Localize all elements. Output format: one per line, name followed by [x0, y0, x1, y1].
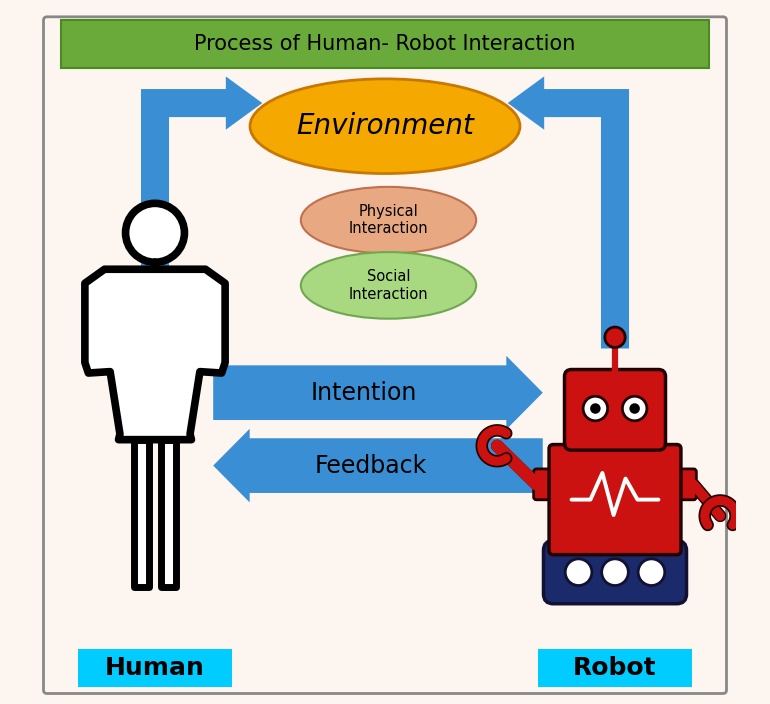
Polygon shape [213, 356, 543, 429]
Circle shape [604, 327, 625, 348]
Polygon shape [213, 429, 543, 503]
Circle shape [583, 396, 608, 421]
FancyBboxPatch shape [43, 17, 727, 693]
Circle shape [126, 203, 185, 263]
FancyBboxPatch shape [564, 370, 665, 450]
Ellipse shape [250, 79, 520, 174]
FancyBboxPatch shape [78, 648, 232, 687]
Polygon shape [85, 269, 225, 440]
FancyBboxPatch shape [61, 20, 709, 68]
Text: Feedback: Feedback [315, 453, 427, 477]
Polygon shape [141, 77, 263, 348]
Ellipse shape [301, 187, 476, 253]
Circle shape [590, 403, 601, 414]
Text: Physical
Interaction: Physical Interaction [349, 204, 428, 237]
Circle shape [565, 559, 592, 586]
FancyBboxPatch shape [538, 648, 692, 687]
Text: Robot: Robot [573, 656, 657, 680]
FancyBboxPatch shape [549, 444, 681, 555]
Circle shape [629, 403, 640, 414]
Polygon shape [601, 103, 628, 348]
Circle shape [622, 396, 647, 421]
Text: Intention: Intention [311, 381, 417, 405]
Polygon shape [134, 440, 149, 587]
Polygon shape [161, 440, 176, 587]
FancyBboxPatch shape [534, 469, 557, 500]
Text: Process of Human- Robot Interaction: Process of Human- Robot Interaction [194, 34, 576, 54]
Polygon shape [142, 103, 169, 348]
Polygon shape [507, 77, 629, 348]
Ellipse shape [301, 252, 476, 319]
Text: Environment: Environment [296, 112, 474, 140]
FancyBboxPatch shape [672, 469, 696, 500]
Circle shape [638, 559, 665, 586]
Text: Human: Human [105, 656, 205, 680]
Text: Social
Interaction: Social Interaction [349, 269, 428, 301]
FancyBboxPatch shape [544, 541, 687, 604]
Circle shape [601, 559, 628, 586]
